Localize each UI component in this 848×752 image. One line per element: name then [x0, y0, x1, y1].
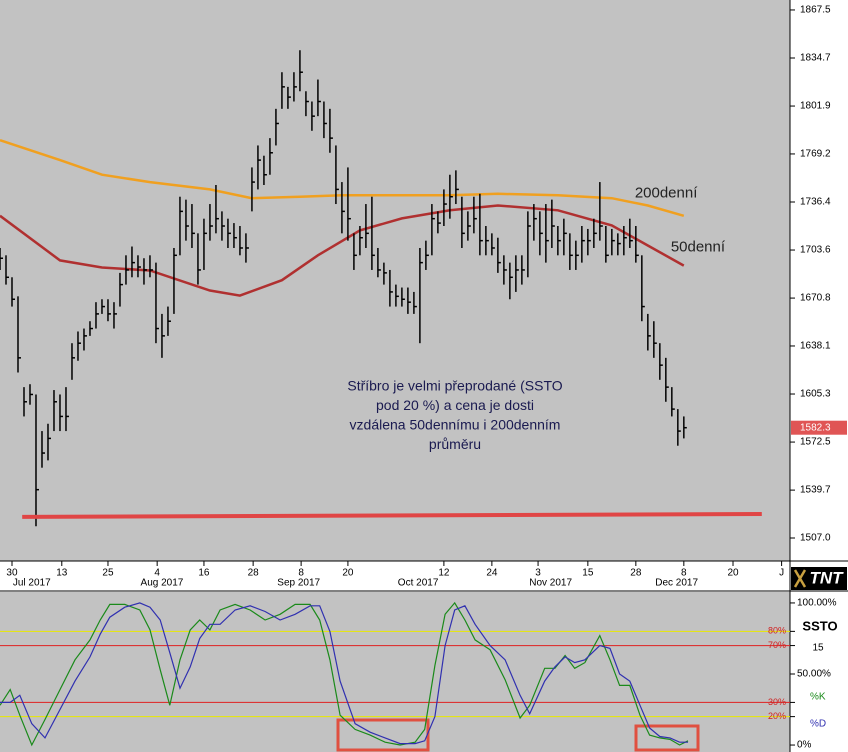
month-label: Dec 2017: [655, 578, 698, 589]
price-panel: [0, 0, 790, 561]
y-tick-label: 0%: [797, 740, 812, 751]
x-tick-label: 3: [535, 568, 541, 579]
y-tick-label: 1736.4: [800, 197, 831, 208]
annotation: pod 20 %) a cena je dosti: [376, 397, 534, 413]
y-tick-label: 1670.8: [800, 293, 831, 304]
y-tick-label: 1867.5: [800, 5, 831, 16]
stoch-line: [0, 601, 689, 747]
annotation: vzdálena 50dennímu i 200denním: [350, 417, 561, 433]
logo-mark: [793, 569, 807, 588]
stoch-period: 15: [812, 643, 824, 654]
last-price-label: 1582.3: [800, 422, 831, 433]
y-tick-label: 1572.5: [800, 437, 831, 448]
x-tick-label: 28: [630, 568, 642, 579]
x-tick-label: 16: [198, 568, 210, 579]
y-tick-label: 20%: [768, 711, 786, 721]
highlight-box: [634, 724, 700, 752]
annotation: průměru: [429, 436, 481, 452]
x-tick-label: 13: [56, 568, 68, 579]
ma-label: 50denní: [671, 239, 726, 256]
y-tick-label: 70%: [768, 640, 786, 650]
x-tick-label: 8: [298, 568, 304, 579]
y-tick-label: 1638.1: [800, 341, 831, 352]
y-tick-label: 80%: [768, 626, 786, 636]
x-tick-label: 20: [342, 568, 354, 579]
month-label: Jul 2017: [13, 578, 51, 589]
y-tick-label: 1769.2: [800, 149, 831, 160]
y-tick-label: 1801.9: [800, 101, 831, 112]
highlight-box: [336, 718, 430, 752]
legend-label: %K: [810, 692, 826, 703]
y-tick-label: 1605.3: [800, 389, 831, 400]
stoch-panel: [0, 592, 790, 752]
x-tick-label: J: [779, 568, 784, 579]
month-label: Nov 2017: [529, 578, 572, 589]
x-tick-label: 30: [6, 568, 18, 579]
support-line: [22, 512, 762, 519]
y-tick-label: 1703.6: [800, 245, 831, 256]
legend-label: %D: [810, 719, 826, 730]
y-tick-label: 100.00%: [797, 598, 837, 609]
y-tick-label: 1539.7: [800, 485, 831, 496]
stoch-line: [0, 602, 688, 745]
ma-label: 200denní: [635, 185, 698, 202]
x-tick-label: 12: [438, 568, 450, 579]
x-tick-label: 8: [681, 568, 687, 579]
month-label: Oct 2017: [398, 578, 439, 589]
x-tick-label: 15: [582, 568, 594, 579]
last-price-box: [791, 420, 847, 435]
x-tick-label: 24: [486, 568, 498, 579]
y-tick-label: 1507.0: [800, 533, 831, 544]
x-tick-label: 25: [102, 568, 114, 579]
y-tick-label: 50.00%: [797, 669, 831, 680]
y-tick-label: 1834.7: [800, 53, 831, 64]
annotation: Stříbro je velmi přeprodané (SSTO: [347, 378, 562, 394]
x-tick-label: 20: [727, 568, 739, 579]
logo-box: [791, 567, 847, 590]
month-label: Sep 2017: [277, 578, 320, 589]
x-tick-label: 4: [154, 568, 160, 579]
stoch-title: SSTO: [802, 618, 837, 633]
month-label: Aug 2017: [141, 578, 184, 589]
y-tick-label: 30%: [768, 697, 786, 707]
logo: TNT: [809, 568, 844, 587]
x-tick-label: 28: [248, 568, 260, 579]
